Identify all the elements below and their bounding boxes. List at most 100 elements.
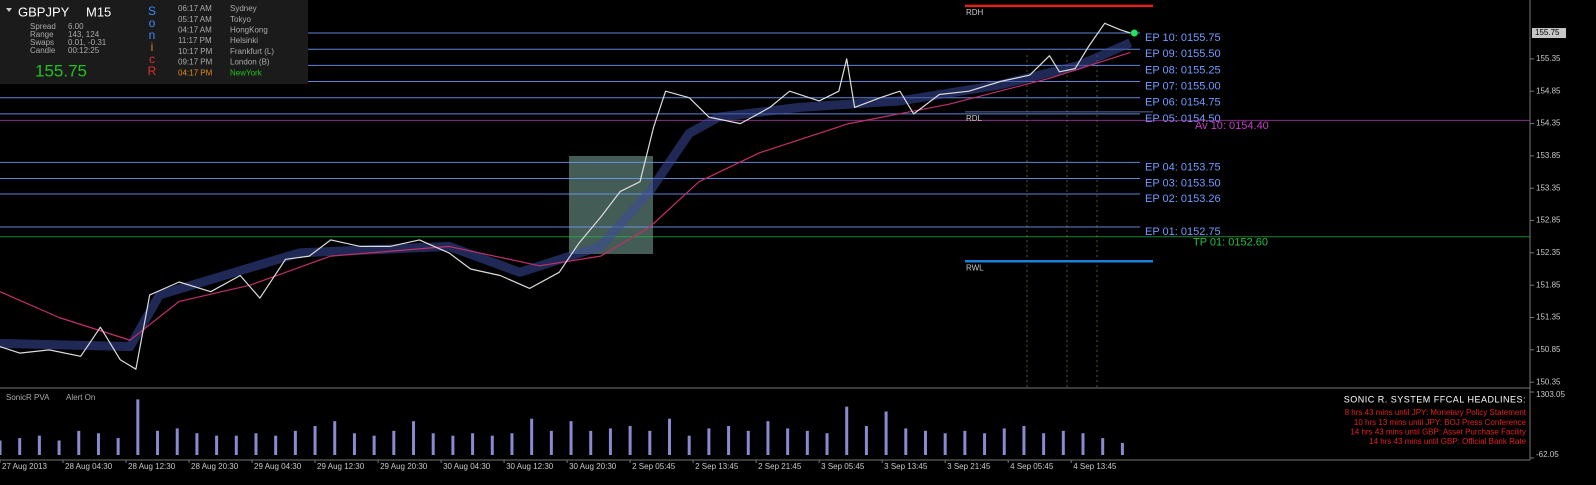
volume-bar: [451, 435, 455, 455]
last-price-dot: [1130, 29, 1138, 37]
volume-bar: [589, 430, 593, 455]
x-tick-label: 30 Aug 20:30: [569, 462, 617, 471]
volume-bar: [727, 425, 731, 455]
volume-bar: [37, 435, 41, 455]
volume-panel: 1303.05 -62.05: [0, 390, 1565, 459]
headline: 14 hrs 43 mins until GBP: Official Bank …: [1369, 437, 1526, 446]
volume-bar: [352, 433, 356, 455]
indicator-name: SonicR PVA: [6, 393, 50, 402]
volume-bar: [136, 399, 140, 455]
clock-time: 04:17 PM: [178, 68, 213, 77]
info-panel: [0, 0, 308, 84]
y-tick-label: 152.35: [1536, 248, 1561, 257]
info-label: Range: [30, 30, 54, 39]
volume-bar: [746, 430, 750, 455]
clock-city: London (B): [230, 58, 270, 67]
x-tick-label: 30 Aug 04:30: [443, 462, 491, 471]
sonic-letter: c: [149, 52, 155, 66]
volume-bar: [845, 406, 849, 455]
volume-bar: [628, 425, 632, 455]
indicator-status: Alert On: [66, 393, 95, 402]
info-value: 00:12:25: [68, 46, 100, 55]
clock-time: 04:17 AM: [178, 26, 212, 35]
clock-time: 09:17 PM: [178, 58, 213, 67]
x-tick-label: 2 Sep 05:45: [632, 462, 676, 471]
y-tick-label: 151.85: [1536, 280, 1561, 289]
sonic-letter: o: [149, 16, 156, 30]
headline: 8 hrs 43 mins until JPY: Monetary Policy…: [1345, 408, 1527, 417]
volume-bar: [96, 433, 100, 455]
session-label: RDL: [966, 114, 983, 123]
clock-city: Tokyo: [230, 15, 251, 24]
volume-bar: [1061, 430, 1065, 455]
level-label: Av 10: 0154.40: [1195, 120, 1269, 132]
timeframe: M15: [86, 4, 111, 19]
level-label: EP 02: 0153.26: [1145, 193, 1221, 205]
volume-bar: [825, 433, 829, 455]
volume-bar: [471, 433, 475, 455]
y-tick-label: 153.85: [1536, 151, 1561, 160]
info-rows: Spread 6.00 Range 143, 124 Swaps 0.01, -0.31 C…: [30, 4, 274, 78]
volume-bar: [569, 421, 573, 455]
volume-bar: [412, 421, 416, 455]
sonic-letter: i: [151, 40, 154, 54]
price-line: [0, 38, 1133, 352]
y-tick-label: 151.35: [1536, 313, 1561, 322]
x-tick-label: 4 Sep 05:45: [1010, 462, 1054, 471]
volume-bar: [530, 418, 534, 455]
x-tick-label: 3 Sep 05:45: [821, 462, 865, 471]
volume-bar: [648, 430, 652, 455]
price-line: [0, 51, 1131, 341]
info-value: 6.00: [68, 22, 84, 31]
info-value: 0.01, -0.31: [68, 38, 107, 47]
dropdown-icon: [6, 8, 12, 12]
volume-bar: [884, 411, 888, 455]
clock-city: NewYork: [230, 68, 263, 77]
price-line: [0, 22, 1131, 370]
symbol: GBPJPY: [18, 4, 70, 19]
session-label: RDH: [966, 8, 984, 17]
volume-bar: [766, 421, 770, 455]
info-value: 143, 124: [68, 30, 100, 39]
clock-city: Sydney: [230, 4, 257, 13]
info-label: Swaps: [30, 38, 54, 47]
volume-bar: [293, 430, 297, 455]
level-label: EP 03: 0153.50: [1145, 177, 1221, 189]
current-price: 155.75: [35, 61, 87, 80]
x-tick-label: 29 Aug 04:30: [254, 462, 302, 471]
level-label: EP 09: 0155.50: [1145, 48, 1221, 60]
volume-bar: [904, 428, 908, 455]
clock-city: HongKong: [230, 26, 268, 35]
volume-bar: [963, 430, 967, 455]
volume-bar: [195, 433, 199, 455]
y-tick-label: 1303.05: [1536, 390, 1565, 399]
volume-bar: [786, 428, 790, 455]
x-tick-label: 28 Aug 20:30: [191, 462, 239, 471]
volume-bar: [0, 440, 2, 455]
clock-time: 06:17 AM: [178, 4, 212, 13]
volume-bar: [175, 428, 179, 455]
volume-bar: [1042, 433, 1046, 455]
y-tick-label: 150.35: [1536, 377, 1561, 386]
x-tick-label: 3 Sep 21:45: [947, 462, 991, 471]
volume-bar: [313, 425, 317, 455]
session-label: RWL: [966, 263, 984, 272]
volume-bar: [18, 438, 22, 455]
level-label: TP 01: 0152.60: [1193, 237, 1268, 249]
y-tick-label: 154.85: [1536, 86, 1561, 95]
volume-bar: [215, 435, 219, 455]
info-label: Candle: [30, 46, 56, 55]
volume-bar: [1022, 425, 1026, 455]
level-label: EP 06: 0154.75: [1145, 97, 1221, 109]
sonic-letter: n: [149, 28, 156, 42]
volume-bar: [372, 435, 376, 455]
headlines-title: SONIC R. SYSTEM FFCAL HEADLINES:: [1344, 394, 1526, 404]
volume-bar: [608, 428, 612, 455]
y-tick-label: 152.85: [1536, 216, 1561, 225]
level-label: EP 07: 0155.00: [1145, 80, 1221, 92]
x-tick-label: 30 Aug 12:30: [506, 462, 554, 471]
level-label: EP 04: 0153.75: [1145, 161, 1221, 173]
level-label: EP 05: 0154.50: [1145, 113, 1221, 125]
volume-bar: [687, 435, 691, 455]
